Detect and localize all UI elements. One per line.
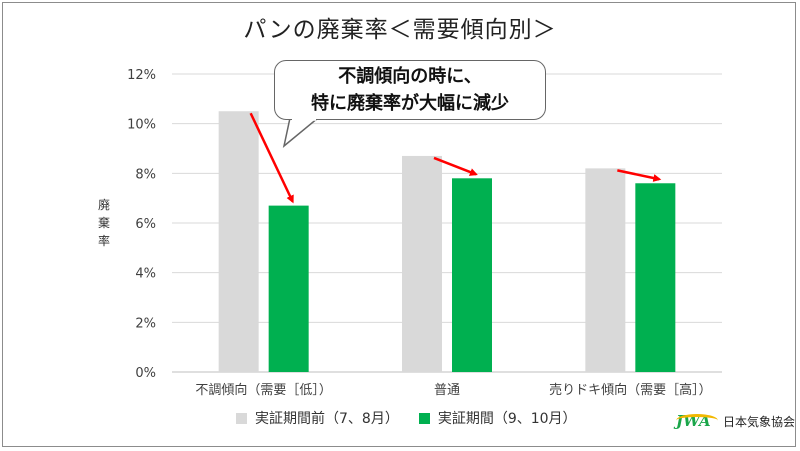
legend-label-before: 実証期間前（7、8月） (255, 411, 399, 427)
chart-title: パンの廃棄率＜需要傾向別＞ (243, 17, 557, 43)
bar-before (585, 168, 626, 372)
y-tick-label: 8% (135, 167, 156, 182)
x-tick-labels: 不調傾向（需要［低］） 普通 売りドキ傾向（需要［高］） (195, 382, 711, 398)
legend: 実証期間前（7、8月） 実証期間（9、10月） (236, 408, 597, 428)
jwa-logo-mark: JWA (676, 411, 720, 431)
bars (218, 111, 676, 372)
y-tick-label: 6% (135, 217, 156, 232)
y-tick-label: 0% (135, 366, 156, 381)
bar-before (402, 155, 442, 372)
legend-swatch-before (236, 412, 247, 424)
x-tick-label: 売りドキ傾向（需要［高］） (549, 382, 712, 398)
logo-text: 日本気象協会 (723, 414, 796, 429)
y-tick-label: 10% (127, 118, 156, 133)
y-tick-label: 4% (135, 267, 156, 282)
slide-frame (2, 2, 796, 447)
logo-swoosh (676, 414, 718, 427)
decrease-arrow (617, 169, 662, 182)
y-tick-label: 2% (135, 316, 156, 331)
legend-label-during: 実証期間（9、10月） (437, 411, 577, 427)
x-tick-label: 普通 (434, 383, 460, 398)
bar-during (268, 205, 309, 372)
y-tick-labels: 0% 2% 4% 6% 8% 10% 12% (127, 68, 156, 381)
decrease-arrow (249, 112, 294, 204)
y-axis-label: 廃棄率 (97, 198, 110, 248)
callout-bubble (274, 60, 546, 120)
callout-text: 不調傾向の時に、 特に廃棄率が大幅に減少 (311, 66, 509, 114)
x-tick-label: 不調傾向（需要［低］） (195, 382, 332, 398)
bar-before (218, 111, 259, 372)
decrease-arrow (433, 156, 478, 176)
jwa-logo: JWA 日本気象協会 (676, 411, 795, 431)
y-tick-label: 12% (127, 68, 156, 83)
decrease-arrows (249, 112, 662, 204)
gridlines (172, 73, 722, 373)
bar-during (635, 183, 676, 372)
legend-item-before: 実証期間前（7、8月） (236, 408, 399, 428)
legend-swatch-during (418, 412, 430, 424)
legend-item-during: 実証期間（9、10月） (418, 408, 577, 428)
bar-during (452, 178, 492, 372)
